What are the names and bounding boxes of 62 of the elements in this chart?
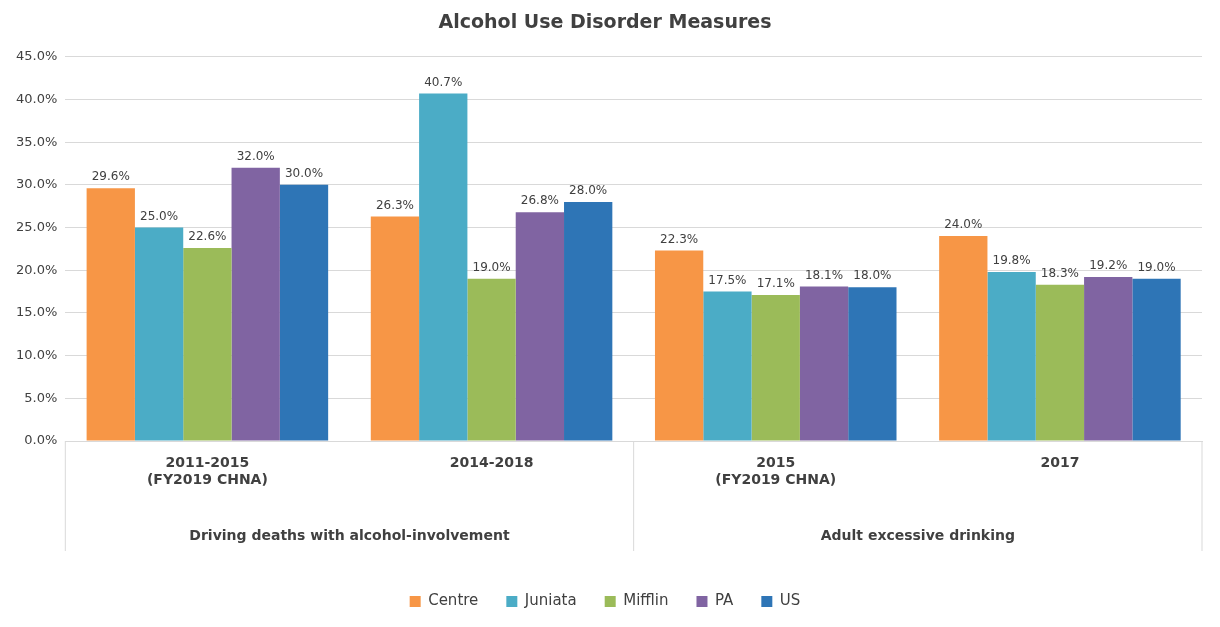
- legend-label: US: [779, 591, 801, 610]
- bar: [134, 227, 184, 441]
- data-label: 19.0%: [472, 259, 511, 274]
- bar: [370, 216, 420, 441]
- y-tick-label: 10.0%: [15, 347, 58, 362]
- y-tick-label: 5.0%: [24, 389, 58, 405]
- data-label: 22.3%: [660, 231, 699, 246]
- data-label: 25.0%: [140, 208, 179, 223]
- bar: [231, 167, 280, 441]
- bar: [1035, 284, 1085, 441]
- data-label: 32.0%: [236, 148, 275, 163]
- data-label: 28.0%: [569, 183, 608, 198]
- data-label: 19.8%: [992, 253, 1031, 268]
- y-tick-label: 20.0%: [15, 261, 58, 277]
- data-label: 26.8%: [520, 193, 559, 208]
- legend-label: Juniata: [523, 591, 577, 610]
- y-tick-label: 25.0%: [15, 218, 58, 234]
- bar: [515, 212, 565, 441]
- legend-label: Centre: [428, 591, 479, 610]
- legend-label: Mifflin: [623, 591, 669, 610]
- data-label: 17.1%: [756, 276, 795, 291]
- data-label: 40.7%: [424, 74, 463, 89]
- data-label: 30.0%: [284, 165, 324, 180]
- bar: [703, 291, 752, 441]
- data-label: 18.1%: [804, 267, 844, 282]
- legend-label: PA: [714, 591, 735, 610]
- data-label: 22.6%: [188, 229, 227, 244]
- x-tick-label: 2015 (FY2019 CHNA): [715, 454, 837, 487]
- data-label: 18.0%: [853, 268, 892, 283]
- y-tick-label: 40.0%: [15, 90, 58, 106]
- y-tick-label: 45.0%: [15, 48, 58, 64]
- y-tick-label: 0.0%: [24, 432, 58, 448]
- chart-title: Alcohol Use Disorder Measures: [438, 10, 772, 33]
- data-label: 24.0%: [944, 217, 983, 232]
- y-tick-label: 35.0%: [15, 133, 58, 149]
- text: Adult excessive drinking: [820, 526, 1015, 543]
- data-label: 19.2%: [1089, 258, 1128, 273]
- bar: [939, 236, 988, 441]
- bar: [751, 295, 800, 441]
- data-label: 29.6%: [91, 169, 130, 184]
- bar: [654, 250, 704, 441]
- x-tick-label: 2017: [1040, 454, 1080, 471]
- bar: [467, 278, 516, 441]
- y-tick-label: 15.0%: [15, 304, 58, 320]
- bar: [279, 184, 329, 441]
- bar: [987, 271, 1036, 441]
- bar: [848, 287, 897, 441]
- bar: [1084, 277, 1133, 441]
- data-label: 26.3%: [375, 197, 414, 212]
- bar: [419, 93, 468, 441]
- data-label: 18.3%: [1040, 265, 1079, 280]
- bar: [1132, 278, 1181, 441]
- x-tick-label: 2014-2018: [449, 454, 534, 471]
- bar: [183, 248, 232, 441]
- y-tick-label: 30.0%: [15, 176, 58, 192]
- data-label: 17.5%: [708, 272, 747, 287]
- bar: [564, 201, 613, 441]
- bar: [86, 188, 135, 441]
- text: Driving deaths with alcohol-involvement: [189, 526, 510, 543]
- data-label: 19.0%: [1137, 259, 1176, 274]
- x-tick-label: 2011-2015 (FY2019 CHNA): [146, 454, 268, 487]
- bar: [799, 286, 849, 441]
